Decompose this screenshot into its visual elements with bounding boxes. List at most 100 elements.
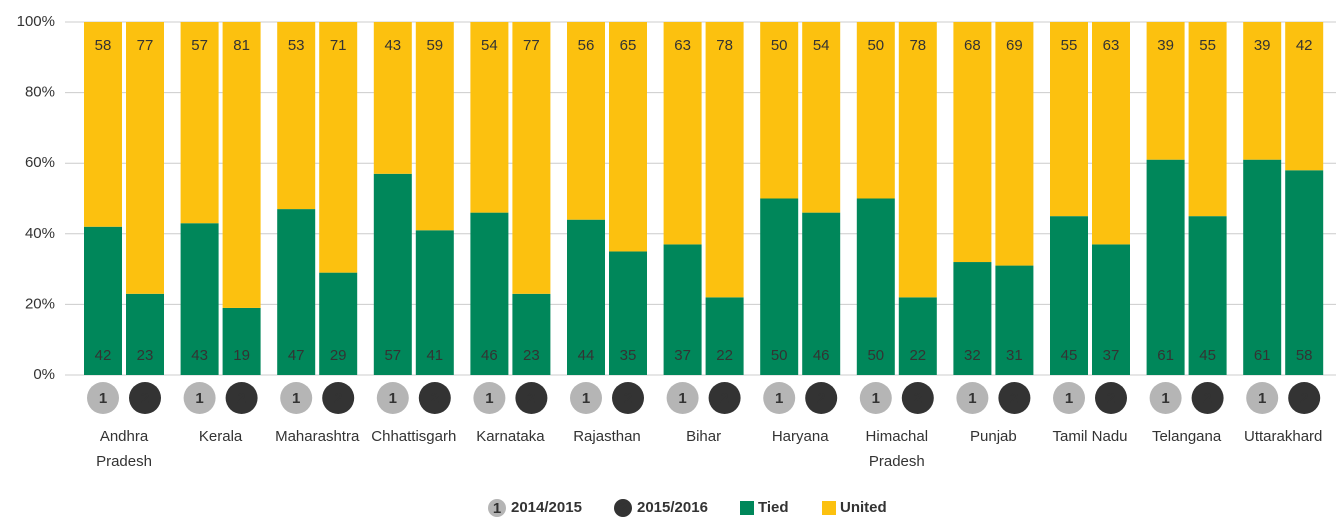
data-label: 46 xyxy=(481,347,498,364)
bar-segment xyxy=(705,297,744,375)
bar-segment xyxy=(995,265,1034,375)
legend-label: United xyxy=(840,499,887,516)
bar-segment xyxy=(663,244,702,375)
period-marker xyxy=(1053,382,1085,414)
bar-segment xyxy=(1243,159,1282,375)
data-label: 35 xyxy=(620,347,637,364)
data-label: 37 xyxy=(1103,347,1120,364)
data-label: 81 xyxy=(233,37,250,54)
x-tick-label: Telangana xyxy=(1152,428,1222,445)
data-label: 77 xyxy=(523,37,540,54)
period-marker xyxy=(280,382,313,414)
bar-segment xyxy=(126,22,164,294)
period-marker-label: 1 xyxy=(195,390,203,407)
bar-segment xyxy=(609,22,647,252)
bar-segment xyxy=(319,272,358,375)
data-label: 37 xyxy=(674,347,691,364)
data-label: 54 xyxy=(481,37,498,54)
bar-segment xyxy=(1092,244,1130,375)
data-label: 68 xyxy=(964,37,981,54)
period-marker xyxy=(956,382,989,414)
data-label: 50 xyxy=(867,37,884,54)
bar-segment xyxy=(84,22,122,227)
data-label: 55 xyxy=(1199,37,1216,54)
period-marker-label: 1 xyxy=(775,390,783,407)
period-marker-label: 2 xyxy=(1300,390,1308,407)
period-marker xyxy=(763,382,796,414)
period-marker-label: 2 xyxy=(1203,390,1211,407)
bar-segment xyxy=(126,293,164,375)
period-marker-label: 2 xyxy=(237,390,245,407)
period-marker xyxy=(473,382,506,414)
x-tick-label: Pradesh xyxy=(96,453,152,470)
bar-segment xyxy=(277,22,316,210)
x-tick-label: Andhra xyxy=(100,428,149,445)
period-marker xyxy=(666,382,699,414)
data-label: 69 xyxy=(1006,37,1023,54)
data-label: 50 xyxy=(771,37,788,54)
data-label: 61 xyxy=(1157,347,1174,364)
bar-segment xyxy=(953,22,992,263)
bar-segment xyxy=(567,22,605,220)
period-marker xyxy=(805,382,838,414)
bar-segment xyxy=(802,22,841,213)
period-marker-label: 2 xyxy=(720,390,728,407)
data-label: 43 xyxy=(191,347,208,364)
data-label: 43 xyxy=(384,37,401,54)
bar-segment xyxy=(319,22,358,273)
period-marker xyxy=(418,382,451,414)
bar-segment xyxy=(1146,22,1185,160)
bar-segment xyxy=(1188,216,1227,375)
bar-segment xyxy=(760,22,799,199)
bar-segment xyxy=(953,262,992,375)
period-marker-label: 1 xyxy=(493,500,501,517)
data-label: 19 xyxy=(233,347,250,364)
bar-segment xyxy=(1285,22,1324,171)
bar-segment xyxy=(1243,22,1282,160)
data-label: 78 xyxy=(909,37,926,54)
data-label: 42 xyxy=(95,347,112,364)
data-label: 47 xyxy=(288,347,305,364)
period-marker-label: 1 xyxy=(99,390,107,407)
bar-segment xyxy=(222,22,261,308)
bar-segment xyxy=(180,22,219,224)
data-label: 39 xyxy=(1254,37,1271,54)
period-marker-label: 2 xyxy=(141,390,149,407)
data-label: 54 xyxy=(813,37,830,54)
period-marker xyxy=(614,499,632,517)
bar-segment xyxy=(470,22,509,213)
x-tick-label: Uttarakhard xyxy=(1244,428,1322,445)
x-tick-label: Pradesh xyxy=(869,453,925,470)
period-marker-label: 2 xyxy=(619,500,627,517)
bar-segment xyxy=(567,219,605,375)
period-marker-label: 1 xyxy=(678,390,686,407)
bar-segment xyxy=(84,226,122,375)
period-marker xyxy=(708,382,741,414)
period-marker-label: 2 xyxy=(914,390,922,407)
period-marker-label: 1 xyxy=(1258,390,1266,407)
y-tick-label: 80% xyxy=(25,84,55,101)
period-marker xyxy=(1095,382,1127,414)
data-label: 29 xyxy=(330,347,347,364)
data-label: 50 xyxy=(867,347,884,364)
data-label: 63 xyxy=(674,37,691,54)
data-label: 39 xyxy=(1157,37,1174,54)
period-marker-label: 1 xyxy=(389,390,397,407)
data-label: 44 xyxy=(578,347,595,364)
data-label: 57 xyxy=(191,37,208,54)
data-label: 45 xyxy=(1199,347,1216,364)
bar-segment xyxy=(222,307,261,375)
period-marker-label: 1 xyxy=(582,390,590,407)
period-marker xyxy=(322,382,355,414)
period-marker xyxy=(1246,382,1279,414)
data-label: 57 xyxy=(384,347,401,364)
data-label: 58 xyxy=(1296,347,1313,364)
y-tick-label: 60% xyxy=(25,154,55,171)
x-tick-label: Kerala xyxy=(199,428,243,445)
period-marker-label: 1 xyxy=(872,390,880,407)
period-marker-label: 1 xyxy=(1065,390,1073,407)
bar-segment xyxy=(373,173,412,375)
period-marker xyxy=(515,382,548,414)
period-marker-label: 2 xyxy=(1010,390,1018,407)
